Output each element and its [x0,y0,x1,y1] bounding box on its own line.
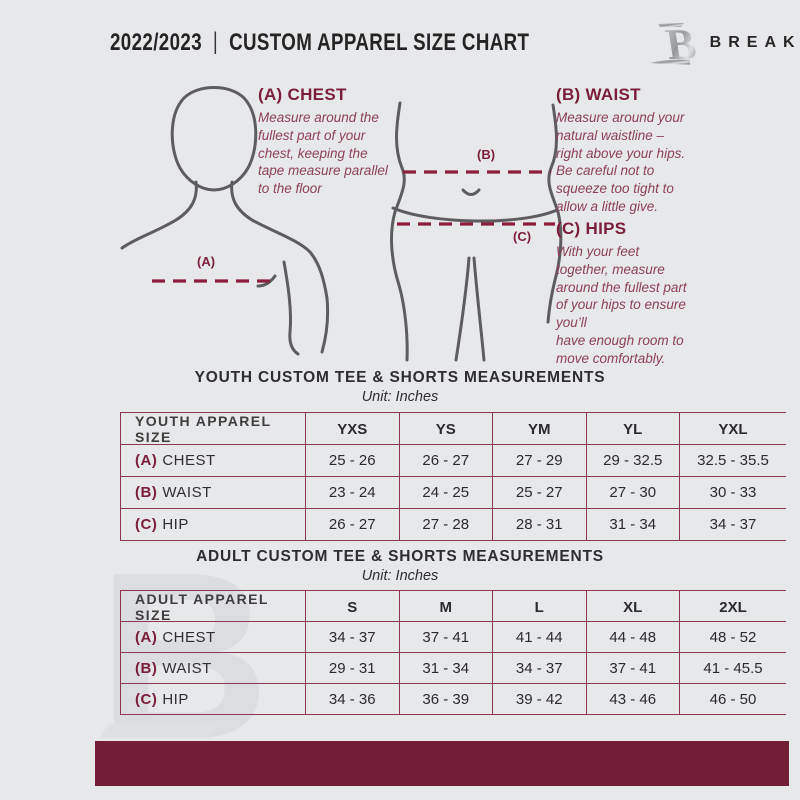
youth-table-header-row: YOUTH APPAREL SIZE YXS YS YM YL YXL [120,412,786,445]
table-cell: 43 - 46 [585,684,680,714]
waist-section-description: Measure around your natural waistline – … [556,110,686,215]
breakaway-logo-icon: B [649,20,698,69]
youth-col-yxl: YXL [679,413,786,445]
youth-col-ys: YS [398,413,493,445]
table-cell: 44 - 48 [585,622,680,652]
table-cell: 32.5 - 35.5 [679,445,786,476]
brand-watermark-swoosh [99,724,219,738]
youth-col-ym: YM [492,413,586,445]
title-separator: | [212,28,219,55]
youth-table-title: YOUTH CUSTOM TEE & SHORTS MEASUREMENTS [194,369,606,386]
youth-col-yl: YL [585,413,680,445]
lower-body-figure [390,101,563,362]
page-title-text: CUSTOM APPAREL SIZE CHART [229,29,530,56]
table-row: (A) CHEST 25 - 26 26 - 27 27 - 29 29 - 3… [120,444,786,476]
chest-section-description: Measure around the fullest part of your … [258,110,388,197]
adult-col-m: M [398,591,493,623]
table-cell: 37 - 41 [398,622,493,652]
adult-hip-label: (C) HIP [120,684,305,714]
table-cell: 41 - 45.5 [679,653,786,683]
table-cell: 34 - 37 [492,653,586,683]
adult-table-title: ADULT CUSTOM TEE & SHORTS MEASUREMENTS [196,548,604,565]
chest-marker-label: (A) [197,254,216,269]
table-cell: 46 - 50 [679,684,786,714]
table-row: (B) WAIST 23 - 24 24 - 25 25 - 27 27 - 3… [120,476,786,508]
adult-col-2xl: 2XL [679,591,786,623]
edition-label: 2022/2023 [110,29,203,56]
table-cell: 27 - 30 [585,477,680,508]
adult-size-header-cell: ADULT APPAREL SIZE [120,591,305,623]
footer-accent-bar [95,741,789,786]
page-title: 2022/2023 | CUSTOM APPAREL SIZE CHART [110,28,530,57]
adult-table-unit: Unit: Inches [361,568,439,584]
table-cell: 41 - 44 [492,622,586,652]
chest-section-heading: (A) CHEST [258,85,347,104]
adult-col-l: L [492,591,586,623]
table-cell: 39 - 42 [492,684,586,714]
brand-name: BREAKAWAY [709,34,800,51]
table-cell: 25 - 27 [492,477,586,508]
table-cell: 26 - 27 [398,445,493,476]
table-cell: 34 - 36 [305,684,399,714]
table-cell: 37 - 41 [585,653,680,683]
table-row: (B) WAIST 29 - 31 31 - 34 34 - 37 37 - 4… [120,652,786,683]
youth-chest-label: (A) CHEST [120,445,305,476]
table-cell: 28 - 31 [492,509,586,540]
table-row: (A) CHEST 34 - 37 37 - 41 41 - 44 44 - 4… [120,621,786,652]
table-cell: 31 - 34 [585,509,680,540]
hips-section-description: With your feet together, measure around … [556,244,687,366]
adult-size-table: ADULT APPAREL SIZE S M L XL 2XL (A) CHES… [120,590,786,715]
table-cell: 36 - 39 [398,684,493,714]
adult-waist-label: (B) WAIST [120,653,305,683]
hips-section-heading: (C) HIPS [556,219,627,238]
waist-section-heading: (B) WAIST [556,85,641,104]
page-header: 2022/2023 | CUSTOM APPAREL SIZE CHART B … [110,18,800,69]
table-cell: 30 - 33 [679,477,786,508]
table-cell: 48 - 52 [679,622,786,652]
adult-col-xl: XL [585,591,680,623]
table-row: (C) HIP 34 - 36 36 - 39 39 - 42 43 - 46 … [120,683,786,715]
youth-waist-label: (B) WAIST [120,477,305,508]
hips-marker-label: (C) [513,229,532,244]
youth-size-header-cell: YOUTH APPAREL SIZE [120,413,305,445]
table-cell: 34 - 37 [679,509,786,540]
table-cell: 29 - 31 [305,653,399,683]
adult-table-header-row: ADULT APPAREL SIZE S M L XL 2XL [120,590,786,623]
table-cell: 27 - 29 [492,445,586,476]
brand-logo: B BREAKAWAY [648,17,800,69]
waist-marker-label: (B) [477,147,496,162]
youth-hip-label: (C) HIP [120,509,305,540]
adult-col-s: S [305,591,399,623]
table-cell: 34 - 37 [305,622,399,652]
table-cell: 31 - 34 [398,653,493,683]
adult-chest-label: (A) CHEST [120,622,305,652]
youth-col-yxs: YXS [305,413,399,445]
table-cell: 23 - 24 [305,477,399,508]
table-cell: 26 - 27 [305,509,399,540]
table-cell: 27 - 28 [398,509,493,540]
table-cell: 29 - 32.5 [585,445,680,476]
upper-body-figure [120,86,330,356]
youth-size-table: YOUTH APPAREL SIZE YXS YS YM YL YXL (A) … [120,412,786,541]
table-cell: 24 - 25 [398,477,493,508]
youth-table-unit: Unit: Inches [361,389,439,405]
table-cell: 25 - 26 [305,445,399,476]
table-row: (C) HIP 26 - 27 27 - 28 28 - 31 31 - 34 … [120,508,786,541]
